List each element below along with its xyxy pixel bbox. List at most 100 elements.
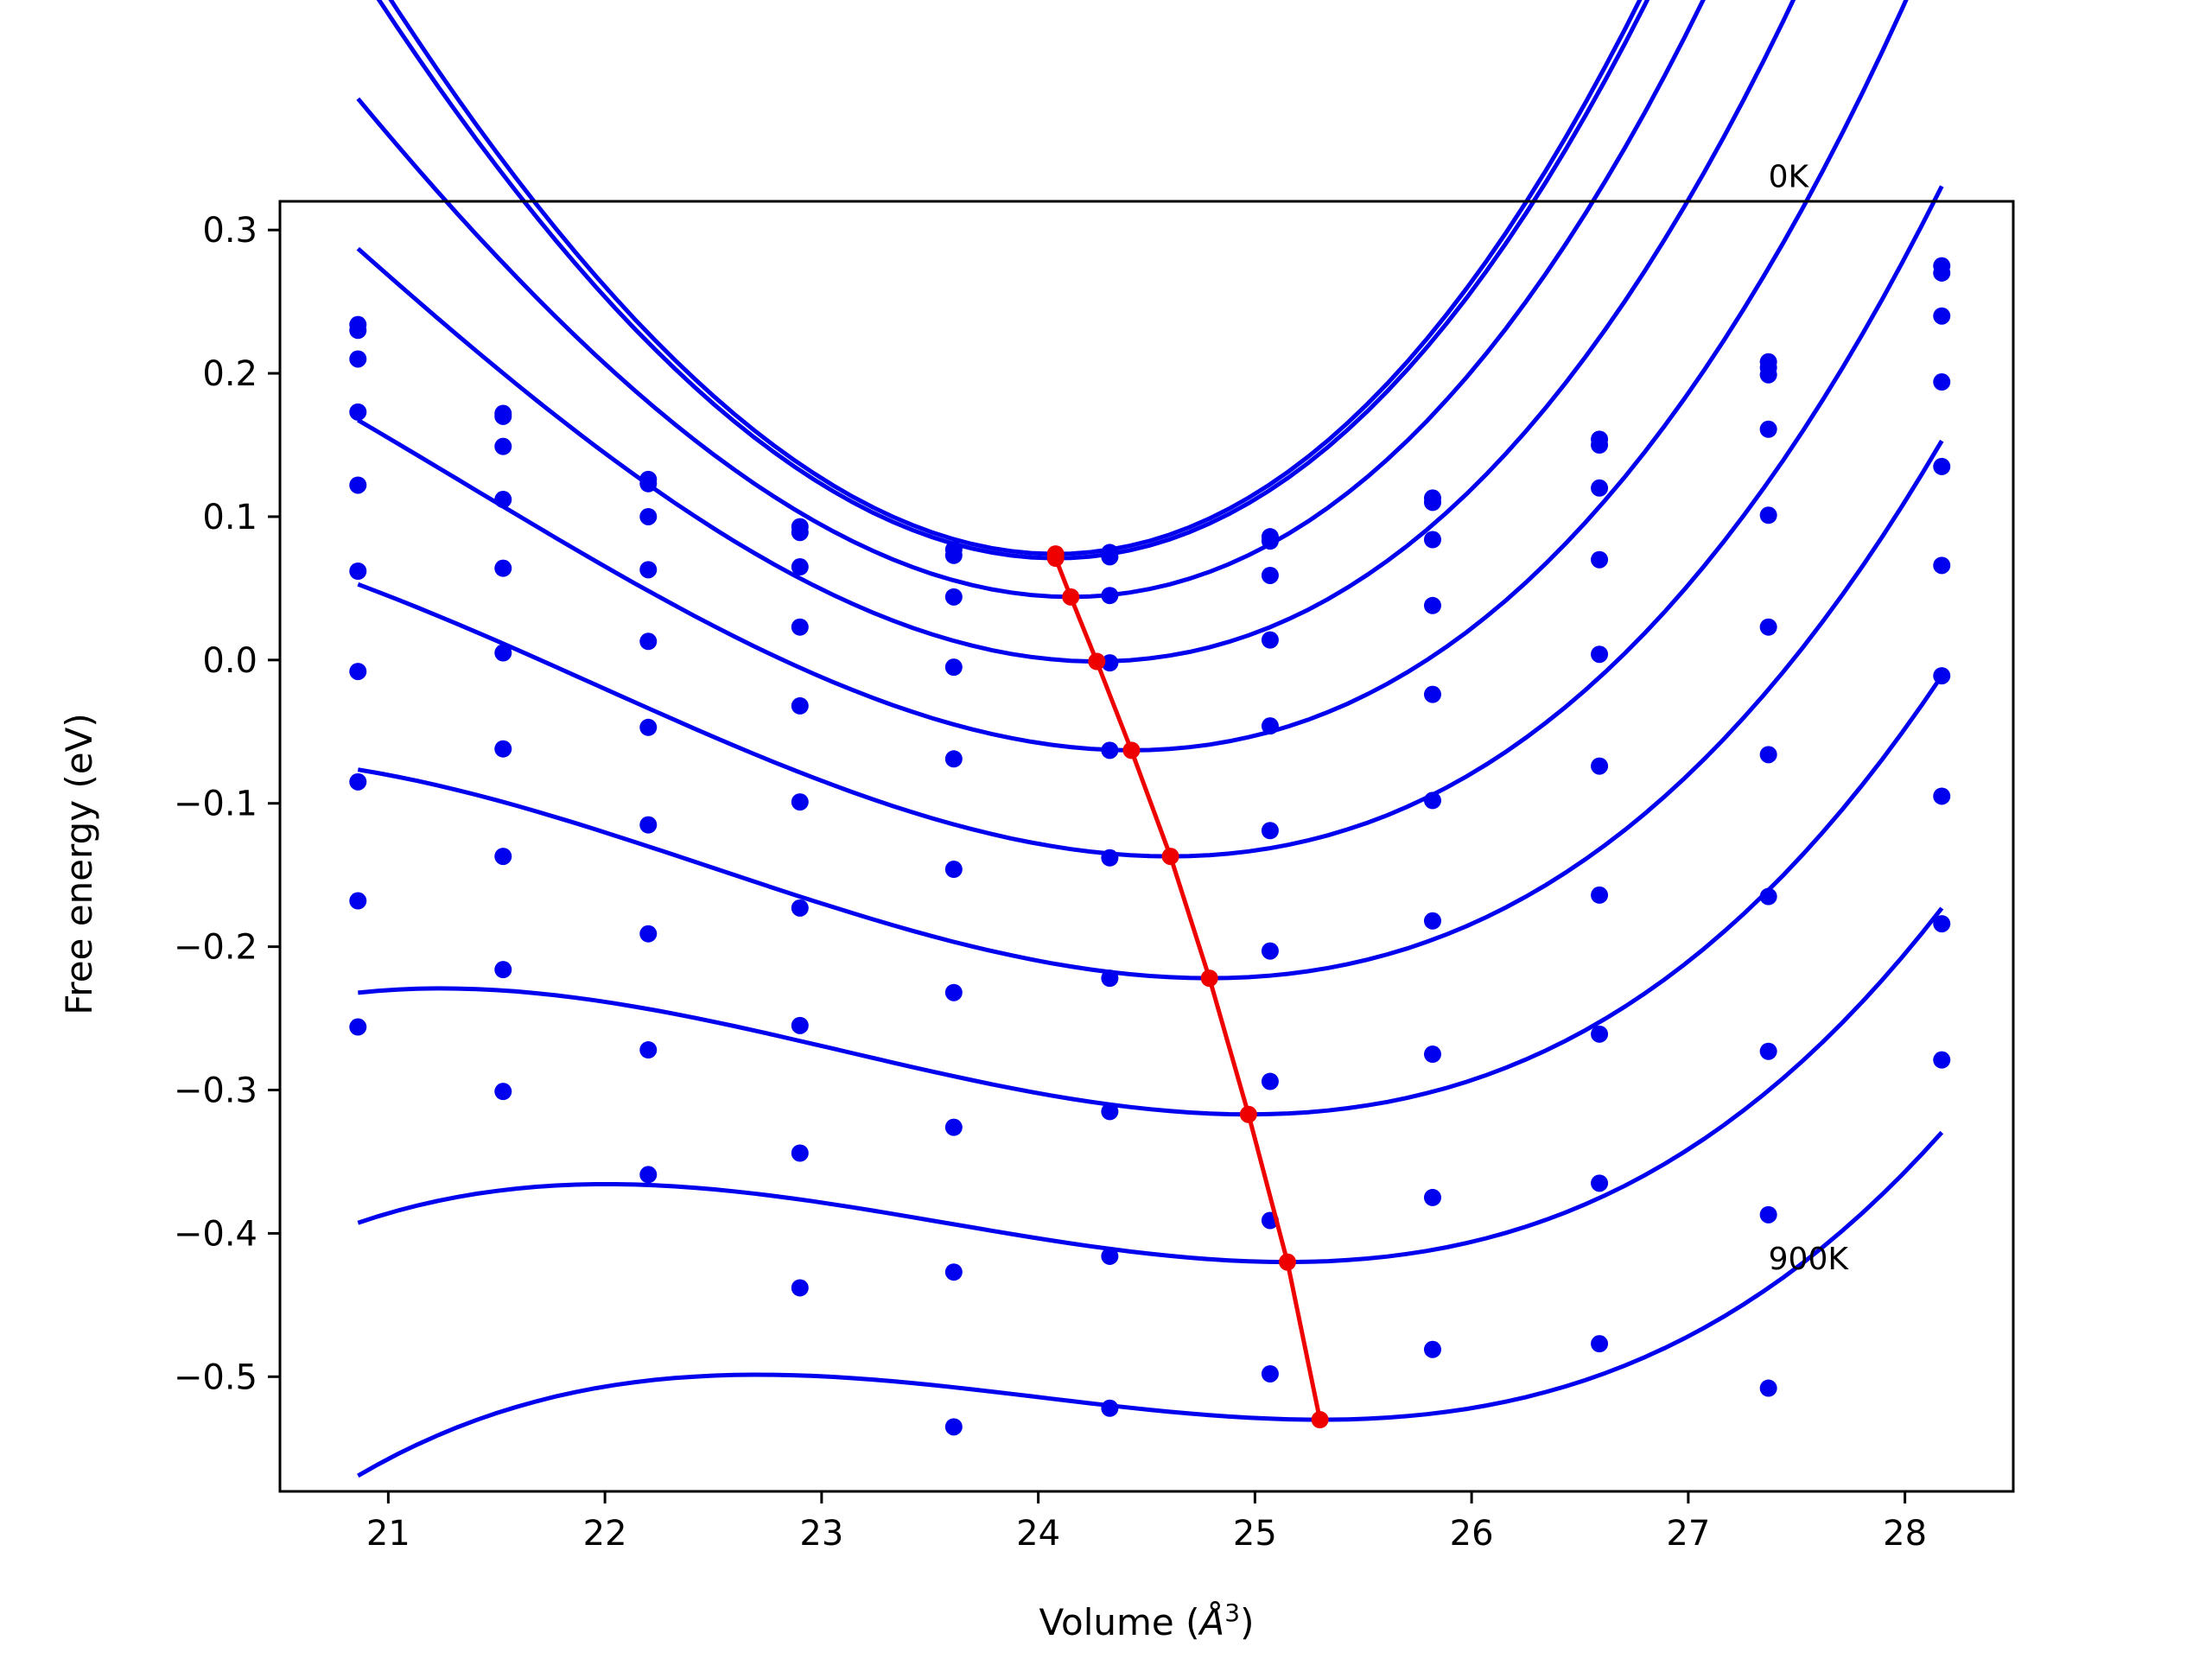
data-point [791, 1279, 809, 1297]
annotations: 0K 900K [1769, 159, 1850, 1276]
data-point [1101, 587, 1119, 605]
fit-curve-9 [357, 1130, 1944, 1478]
data-point [1101, 1399, 1119, 1417]
data-point [1933, 1051, 1951, 1069]
data-point [1933, 264, 1951, 282]
fit-curve-4 [357, 0, 1909, 753]
data-point [1759, 506, 1777, 524]
data-point [494, 1083, 512, 1101]
fit-curve-3 [356, 0, 1796, 664]
fit-curve-5 [357, 185, 1944, 859]
data-point [1261, 717, 1279, 735]
data-point [1101, 1103, 1119, 1121]
annotation-label: 900K [1769, 1242, 1850, 1277]
x-tick-label: 25 [1233, 1514, 1277, 1554]
x-tick-label: 26 [1450, 1514, 1494, 1554]
data-point [1759, 1205, 1777, 1224]
data-point [1759, 887, 1777, 906]
data-point [1933, 915, 1951, 933]
data-point [639, 632, 658, 651]
data-point [1933, 457, 1951, 475]
x-tick-label: 21 [366, 1514, 410, 1554]
data-point [494, 437, 512, 455]
data-point [1101, 741, 1119, 760]
minima-line [1053, 554, 1323, 1421]
data-point [1933, 667, 1951, 685]
data-point [639, 561, 658, 579]
data-point [944, 861, 963, 879]
data-point [349, 562, 367, 580]
data-point [1933, 307, 1951, 325]
y-tick-label: 0.2 [202, 354, 257, 394]
data-point [1591, 1335, 1609, 1353]
data-point [349, 892, 367, 910]
data-point [1423, 912, 1441, 930]
data-point [791, 696, 809, 715]
data-point [1933, 373, 1951, 391]
data-point [1423, 1046, 1441, 1064]
data-point [1101, 548, 1119, 566]
data-point [494, 644, 512, 662]
data-point [1591, 645, 1609, 664]
y-tick-label: −0.5 [174, 1357, 257, 1397]
data-point [349, 663, 367, 681]
y-tick-label: −0.1 [174, 785, 257, 824]
data-point [1933, 787, 1951, 805]
data-point [944, 546, 963, 564]
y-axis-ticks: 0.3 0.2 0.1 0.0 −0.1 −0.2 −0.3 −0.4 −0.5 [174, 211, 280, 1397]
x-tick-label: 27 [1666, 1514, 1710, 1554]
data-point [791, 793, 809, 811]
minimum-point [1278, 1253, 1296, 1271]
annotation-label: 0K [1769, 159, 1810, 194]
minima-line-group [1046, 545, 1329, 1429]
plot-frame [278, 200, 2015, 1493]
y-tick-label: −0.2 [174, 928, 257, 968]
data-point [349, 772, 367, 791]
data-point [1591, 1174, 1609, 1192]
fit-curve-7 [358, 674, 1944, 1117]
y-tick-label: 0.1 [202, 498, 257, 537]
minimum-point [1046, 550, 1065, 568]
data-point [1423, 596, 1441, 614]
minimum-point [1122, 741, 1141, 760]
plot-area [280, 201, 2013, 1491]
data-point [1261, 1072, 1279, 1090]
x-tick-label: 28 [1883, 1514, 1927, 1554]
x-tick-label: 23 [799, 1514, 843, 1554]
data-point [1261, 942, 1279, 960]
data-point [944, 588, 963, 606]
data-point [494, 740, 512, 758]
data-point [1101, 1247, 1119, 1265]
x-axis-label-close: ) [1240, 1601, 1254, 1643]
data-point [1423, 791, 1441, 810]
data-point [1591, 436, 1609, 454]
data-point [944, 1418, 963, 1436]
data-point [1101, 969, 1119, 988]
fit-curve-2 [356, 0, 1706, 600]
data-point [494, 407, 512, 425]
x-axis-label-text: Volume ( [1039, 1601, 1200, 1643]
data-point [791, 899, 809, 917]
minimum-point [1200, 969, 1218, 988]
data-point [1759, 420, 1777, 438]
fit-curve-6 [357, 439, 1944, 981]
y-axis-label: Free energy (eV) [58, 713, 100, 1015]
data-point [349, 350, 367, 368]
data-point [349, 321, 367, 340]
data-point [944, 750, 963, 768]
x-axis-label-exponent: 3 [1224, 1599, 1240, 1627]
fit-curve-0 [388, 0, 1643, 556]
data-point [944, 1263, 963, 1281]
y-tick-label: −0.3 [174, 1071, 257, 1111]
minimum-point [1239, 1105, 1257, 1123]
fit-curve-8 [357, 906, 1944, 1265]
data-point [1423, 493, 1441, 512]
minimum-point [1311, 1411, 1329, 1429]
data-point [639, 718, 658, 736]
data-point [1261, 631, 1279, 649]
data-point [1261, 532, 1279, 550]
data-point [1261, 1364, 1279, 1382]
data-point [1261, 566, 1279, 584]
data-point [349, 476, 367, 494]
data-point [349, 403, 367, 421]
